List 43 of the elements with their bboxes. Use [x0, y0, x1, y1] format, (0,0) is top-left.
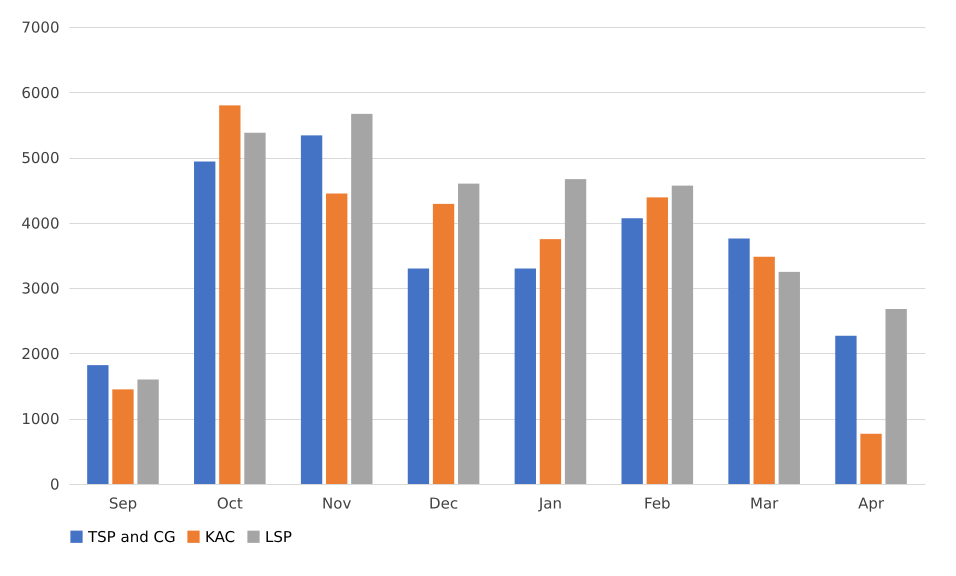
x-tick-label: Mar: [750, 494, 780, 512]
y-tick-label: 0: [50, 476, 60, 494]
bar: [672, 186, 694, 484]
y-tick-label: 3000: [21, 280, 60, 298]
y-tick-label: 5000: [21, 149, 60, 168]
y-tick-label: 4000: [21, 214, 60, 232]
y-tick-label: 2000: [21, 344, 60, 363]
bar: [646, 197, 668, 484]
y-tick-label: 6000: [21, 84, 60, 102]
bar: [326, 193, 348, 484]
x-tick-label: Feb: [644, 494, 671, 512]
x-tick-label: Dec: [429, 494, 458, 512]
bar: [458, 184, 480, 484]
bar: [194, 161, 216, 484]
bar: [564, 179, 586, 484]
x-tick-label: Jan: [538, 494, 562, 512]
x-tick-label: Oct: [216, 494, 243, 512]
bar: [860, 434, 882, 484]
y-tick-label: 1000: [21, 410, 60, 428]
x-tick-label: Nov: [322, 494, 352, 512]
bar: [351, 114, 372, 484]
bar: [87, 365, 109, 484]
bar: [753, 256, 775, 484]
bar: [432, 204, 454, 484]
bar: [244, 132, 266, 484]
bar: [885, 309, 907, 484]
bar: [137, 380, 159, 484]
bar: [300, 135, 322, 484]
x-tick-label: Apr: [858, 494, 885, 512]
legend-label: TSP and CG: [87, 528, 176, 546]
y-tick-label: 7000: [21, 18, 60, 36]
bar: [112, 389, 134, 484]
legend-label: KAC: [205, 528, 236, 546]
bar: [835, 336, 857, 484]
bar: [408, 268, 430, 484]
x-tick-label: Sep: [108, 494, 138, 512]
bar: [778, 272, 800, 484]
bar: [540, 239, 562, 484]
bar: [514, 268, 536, 484]
legend-label: LSP: [265, 528, 292, 546]
bar: [219, 105, 241, 484]
bar: [622, 218, 643, 484]
bar: [728, 238, 750, 484]
